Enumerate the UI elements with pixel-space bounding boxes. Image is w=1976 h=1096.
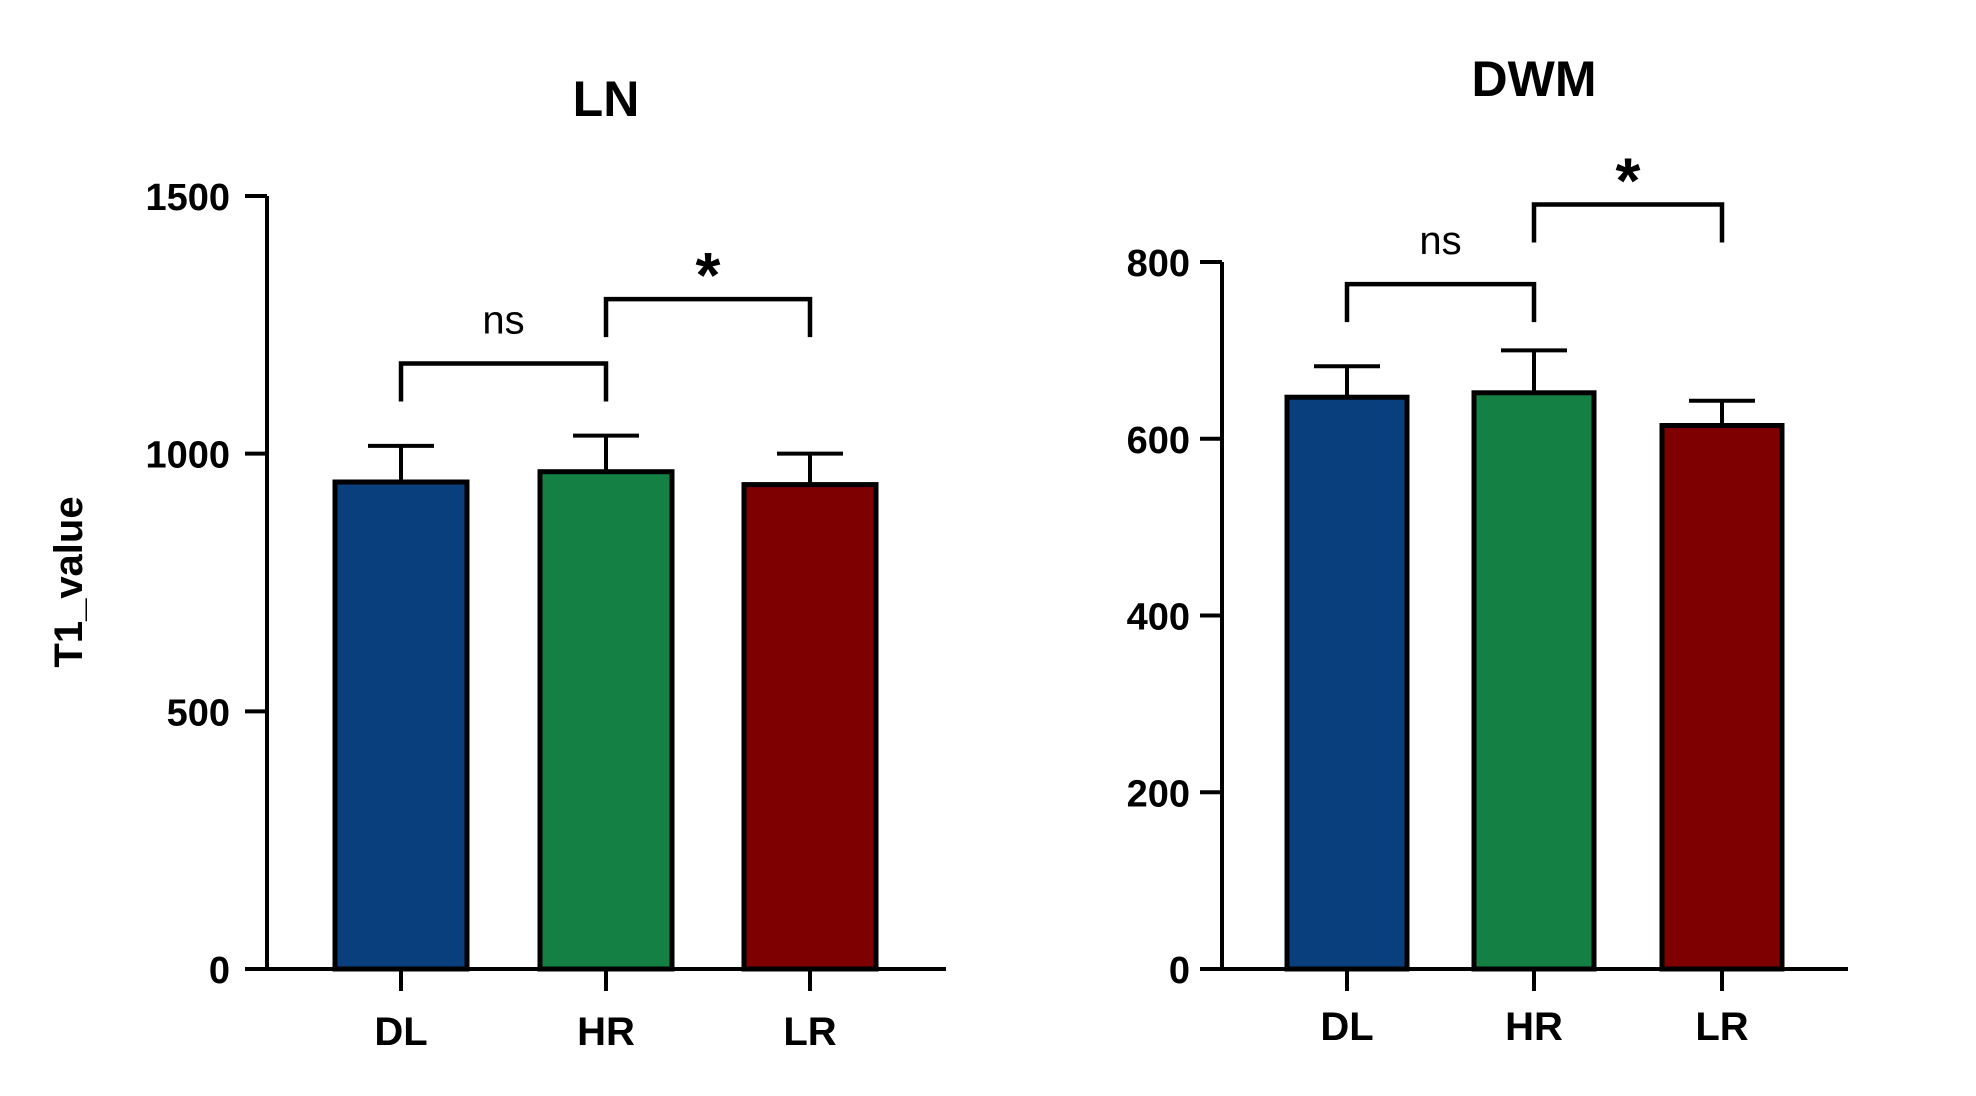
significance-bracket	[1344, 281, 1537, 323]
y-tick-label: 1500	[145, 177, 230, 219]
bar-dl	[332, 479, 470, 972]
y-tick-label: 400	[1127, 597, 1190, 639]
significance-label: *	[696, 239, 721, 311]
y-tick-label: 500	[167, 692, 230, 734]
y-tick-label: 0	[1169, 950, 1190, 992]
significance-label: ns	[1419, 219, 1461, 263]
bar-hr	[537, 469, 675, 972]
y-tick-label: 800	[1127, 243, 1190, 285]
chart-title: DWM	[1472, 51, 1597, 107]
y-axis-title: T1_value	[47, 496, 91, 667]
y-tick-label: 200	[1127, 773, 1190, 815]
chart-title: LN	[573, 71, 640, 127]
y-tick-label: 0	[209, 950, 230, 992]
x-tick-label-hr: HR	[577, 1010, 635, 1054]
significance-bracket	[603, 296, 813, 338]
x-tick-label-dl: DL	[1320, 1005, 1373, 1049]
significance-label: ns	[482, 298, 524, 342]
x-tick-label-lr: LR	[783, 1010, 836, 1054]
x-tick-label-dl: DL	[374, 1010, 427, 1054]
chart-ln: LN T1_value 0 500 1000 1500 DL HR LR ns *	[47, 71, 946, 1054]
significance-bracket	[1531, 202, 1725, 243]
significance-label: *	[1616, 145, 1641, 217]
x-tick-label-hr: HR	[1505, 1005, 1563, 1049]
bar-dl	[1284, 394, 1410, 972]
y-tick-label: 1000	[145, 435, 230, 477]
x-tick-label-lr: LR	[1695, 1005, 1748, 1049]
bar-lr	[1659, 422, 1785, 972]
chart-dwm: DWM 0 200 400 600 800 DL HR LR ns *	[1127, 51, 1848, 1049]
y-tick-label: 600	[1127, 420, 1190, 462]
bar-lr	[741, 482, 879, 972]
significance-bracket	[398, 361, 609, 402]
bar-hr	[1471, 390, 1597, 972]
